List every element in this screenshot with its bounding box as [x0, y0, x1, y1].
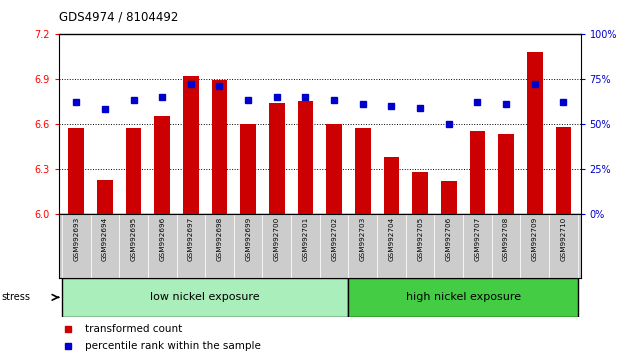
Bar	[527, 52, 543, 214]
Text: low nickel exposure: low nickel exposure	[150, 292, 260, 302]
Bar	[498, 135, 514, 214]
Text: high nickel exposure: high nickel exposure	[406, 292, 520, 302]
Bar	[205, 214, 234, 278]
Bar	[240, 124, 256, 214]
Bar	[176, 214, 205, 278]
Text: GSM992710: GSM992710	[560, 217, 566, 261]
Bar	[212, 80, 227, 214]
Text: GSM992695: GSM992695	[130, 217, 137, 261]
Text: GSM992707: GSM992707	[474, 217, 481, 261]
Bar	[91, 214, 119, 278]
Bar	[291, 214, 320, 278]
Text: GSM992705: GSM992705	[417, 217, 423, 261]
Bar	[384, 157, 399, 214]
Text: GSM992703: GSM992703	[360, 217, 366, 261]
Bar	[62, 214, 91, 278]
Bar	[119, 214, 148, 278]
Text: GSM992694: GSM992694	[102, 217, 108, 261]
Text: GSM992700: GSM992700	[274, 217, 280, 261]
Bar	[492, 214, 520, 278]
Text: GSM992693: GSM992693	[73, 217, 79, 261]
Bar	[68, 129, 84, 214]
Bar	[297, 101, 314, 214]
Text: GDS4974 / 8104492: GDS4974 / 8104492	[59, 10, 178, 23]
Bar	[348, 278, 578, 317]
Text: transformed count: transformed count	[85, 324, 183, 333]
Text: GSM992699: GSM992699	[245, 217, 251, 261]
Bar	[355, 129, 371, 214]
Text: GSM992697: GSM992697	[188, 217, 194, 261]
Text: GSM992698: GSM992698	[217, 217, 222, 261]
Text: GSM992708: GSM992708	[503, 217, 509, 261]
Bar	[412, 172, 428, 214]
Bar	[148, 214, 176, 278]
Bar	[435, 214, 463, 278]
Text: percentile rank within the sample: percentile rank within the sample	[85, 341, 261, 351]
Bar	[326, 124, 342, 214]
Bar	[348, 214, 377, 278]
Text: GSM992701: GSM992701	[302, 217, 309, 261]
Bar	[406, 214, 435, 278]
Bar	[263, 214, 291, 278]
Bar	[269, 103, 284, 214]
Bar	[234, 214, 263, 278]
Bar	[62, 278, 348, 317]
Text: GSM992704: GSM992704	[389, 217, 394, 261]
Bar	[154, 116, 170, 214]
Text: GSM992706: GSM992706	[446, 217, 452, 261]
Bar	[469, 131, 486, 214]
Text: GSM992709: GSM992709	[532, 217, 538, 261]
Bar	[377, 214, 406, 278]
Text: GSM992696: GSM992696	[159, 217, 165, 261]
Bar	[320, 214, 348, 278]
Bar	[556, 127, 571, 214]
Text: stress: stress	[1, 292, 30, 302]
Bar	[441, 181, 456, 214]
Bar	[97, 179, 113, 214]
Bar	[183, 76, 199, 214]
Bar	[463, 214, 492, 278]
Bar	[125, 129, 142, 214]
Bar	[520, 214, 549, 278]
Text: GSM992702: GSM992702	[331, 217, 337, 261]
Bar	[549, 214, 578, 278]
